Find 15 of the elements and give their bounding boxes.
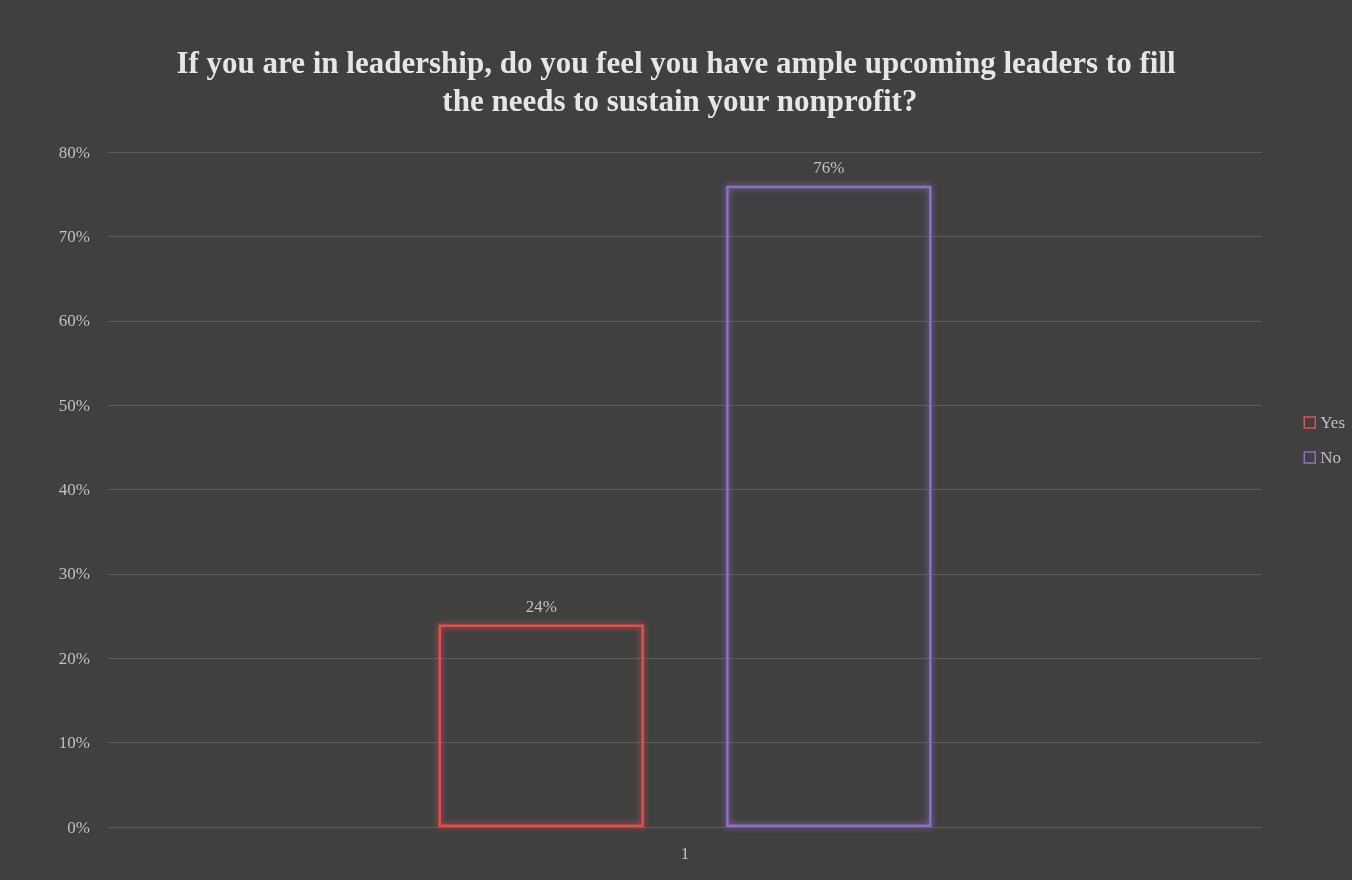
data-label: 76% <box>813 157 845 177</box>
data-label: 24% <box>525 596 557 616</box>
y-tick-label: 50% <box>58 395 90 415</box>
y-tick-label: 30% <box>58 564 90 584</box>
y-tick-label: 70% <box>58 226 90 246</box>
y-tick-label: 80% <box>58 142 90 162</box>
y-tick-label: 60% <box>58 311 90 331</box>
legend-label: No <box>1320 448 1342 467</box>
legend-label: Yes <box>1320 413 1346 432</box>
y-tick-label: 10% <box>58 733 90 753</box>
x-tick-label: 1 <box>680 844 690 863</box>
chart-title: If you are in leadership, do you feel you have ample upcoming leaders to fill the needs to sustain your nonprofit? <box>176 44 1176 118</box>
y-tick-label: 0% <box>67 817 90 837</box>
y-tick-label: 40% <box>58 480 90 499</box>
y-tick-label: 20% <box>58 648 90 668</box>
